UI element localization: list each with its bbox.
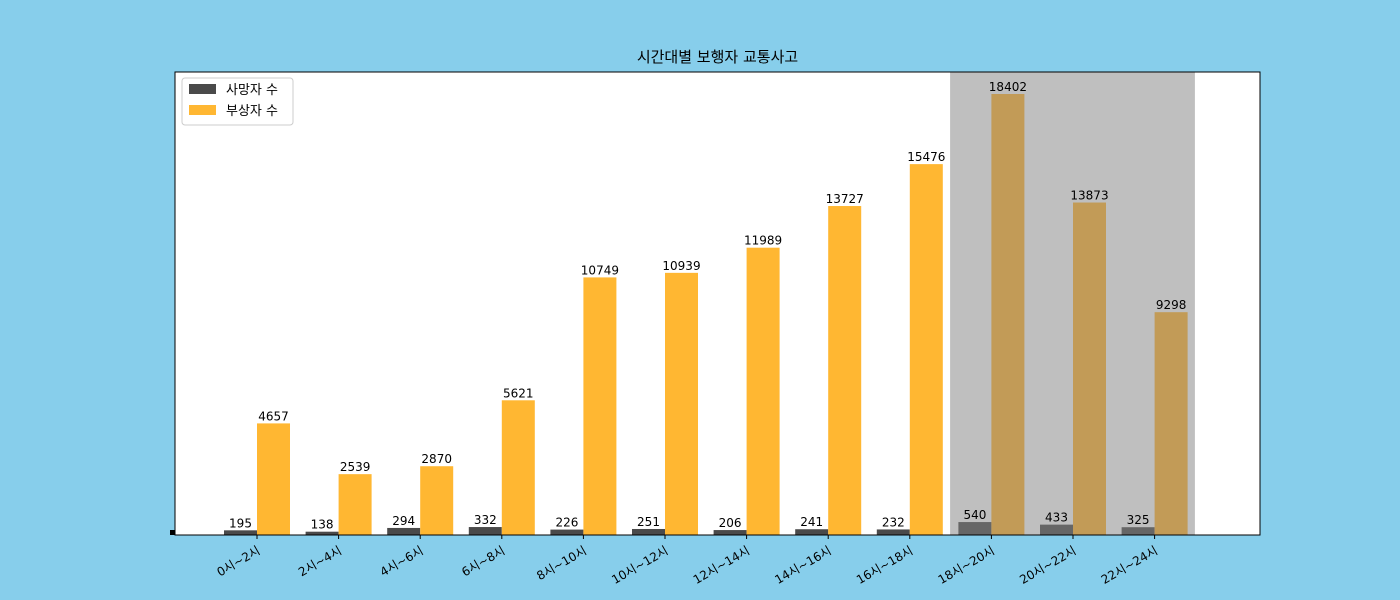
legend: 사망자 수 부상자 수 <box>181 77 294 126</box>
data-label-injuries-6: 11989 <box>744 234 782 248</box>
bar-deaths-8 <box>876 529 910 535</box>
bar-deaths-2 <box>387 527 421 535</box>
x-tick-label-11: 22시~24시 <box>1099 543 1160 586</box>
highlight-band <box>950 72 1195 535</box>
bar-injuries-0 <box>257 423 290 535</box>
x-tick-label-2: 4시~6시 <box>378 543 426 579</box>
data-label-injuries-7: 13727 <box>826 192 864 206</box>
legend-swatch-injuries <box>189 105 216 115</box>
data-label-deaths-8: 232 <box>882 515 905 529</box>
data-label-deaths-4: 226 <box>555 516 578 530</box>
bar-injuries-1 <box>338 474 372 535</box>
x-tick-label-3: 6시~8시 <box>459 543 507 579</box>
bar-injuries-8 <box>909 164 943 535</box>
legend-label-deaths: 사망자 수 <box>226 83 278 98</box>
bar-deaths-7 <box>795 529 829 535</box>
bar-deaths-5 <box>632 528 665 535</box>
bar-injuries-5 <box>665 272 698 535</box>
bar-injuries-9 <box>991 93 1025 535</box>
bar-injuries-4 <box>583 277 617 535</box>
data-label-injuries-8: 15476 <box>907 150 945 164</box>
bar-injuries-6 <box>746 247 780 535</box>
bar-deaths-10 <box>1040 524 1073 535</box>
bar-deaths-4 <box>550 529 584 535</box>
data-label-injuries-0: 4657 <box>258 409 289 423</box>
bar-injuries-7 <box>828 206 862 535</box>
x-tick-label-6: 12시~14시 <box>691 543 752 586</box>
data-label-injuries-1: 2539 <box>340 460 371 474</box>
bar-deaths-3 <box>468 527 502 535</box>
data-label-deaths-6: 206 <box>719 516 742 530</box>
bar-deaths-1 <box>305 531 339 535</box>
data-label-deaths-9: 540 <box>963 508 986 522</box>
bar-deaths-6 <box>713 530 747 535</box>
data-label-injuries-10: 13873 <box>1070 189 1108 203</box>
x-tick-label-7: 14시~16시 <box>772 543 833 586</box>
bar-deaths-0 <box>224 530 257 535</box>
data-label-injuries-4: 10749 <box>581 263 619 277</box>
data-label-injuries-9: 18402 <box>989 80 1027 94</box>
bar-injuries-11 <box>1154 312 1188 535</box>
x-tick-label-4: 8시~10시 <box>534 543 589 583</box>
legend-label-injuries: 부상자 수 <box>226 104 278 119</box>
x-tick-label-0: 0시~2시 <box>214 543 262 579</box>
data-label-deaths-10: 433 <box>1045 511 1068 525</box>
data-label-deaths-0: 195 <box>229 516 252 530</box>
bar-injuries-10 <box>1073 202 1106 535</box>
data-label-deaths-3: 332 <box>474 513 497 527</box>
x-tick-label-1: 2시~4시 <box>296 543 344 579</box>
data-label-injuries-5: 10939 <box>662 259 700 273</box>
data-label-injuries-2: 2870 <box>421 452 452 466</box>
data-label-deaths-7: 241 <box>800 515 823 529</box>
data-label-injuries-11: 9298 <box>1156 298 1187 312</box>
bar-deaths-11 <box>1121 527 1155 535</box>
data-label-deaths-2: 294 <box>392 514 415 528</box>
x-tick-label-9: 18시~20시 <box>936 543 997 586</box>
data-label-deaths-1: 138 <box>311 518 334 532</box>
legend-swatch-deaths <box>189 84 216 94</box>
data-label-deaths-5: 251 <box>637 515 660 529</box>
bar-injuries-2 <box>420 466 454 535</box>
data-label-deaths-11: 325 <box>1127 513 1150 527</box>
plot-frame <box>174 71 1261 536</box>
corner-marker <box>170 530 175 535</box>
chart-title: 시간대별 보행자 교통사고 <box>637 48 798 66</box>
data-label-injuries-3: 5621 <box>503 386 534 400</box>
bar-injuries-3 <box>501 400 535 535</box>
x-tick-label-10: 20시~22시 <box>1017 543 1078 586</box>
x-tick-label-5: 10시~12시 <box>609 543 670 586</box>
bar-deaths-9 <box>958 522 992 535</box>
x-tick-label-8: 16시~18시 <box>854 543 915 586</box>
